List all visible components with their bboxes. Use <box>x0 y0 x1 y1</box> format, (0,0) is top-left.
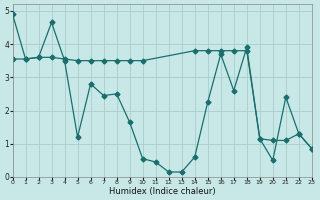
X-axis label: Humidex (Indice chaleur): Humidex (Indice chaleur) <box>109 187 215 196</box>
